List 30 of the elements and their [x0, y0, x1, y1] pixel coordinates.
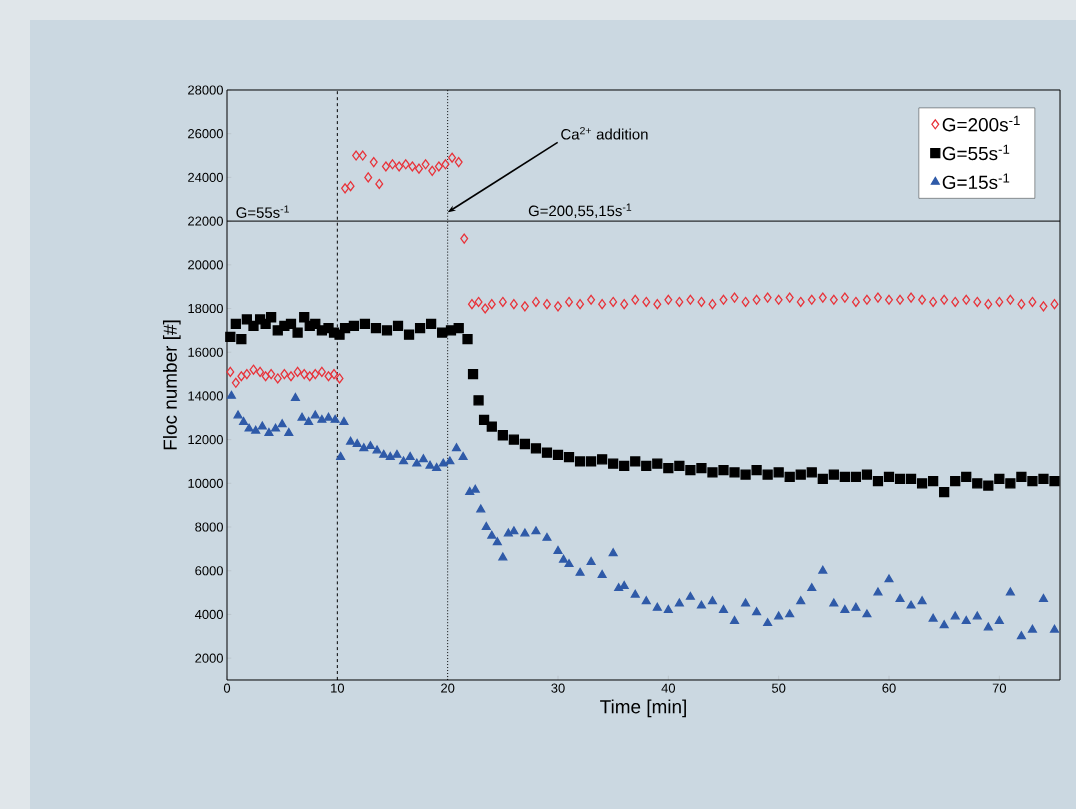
legend-label: G=55s$^{-1}$	[942, 144, 1010, 161]
y-axis-title: Floc number [#]	[162, 320, 181, 450]
x-tick-label: 30	[551, 683, 565, 693]
y-tick-label: 26000	[188, 129, 223, 139]
legend-label: G=200s$^{-1}$	[942, 115, 1020, 132]
x-tick-label: 10	[331, 683, 345, 693]
annotation: Ca$^{2+}$ addition	[561, 126, 648, 140]
legend-label: G=15s$^{-1}$	[942, 173, 1010, 190]
x-tick-label: 50	[771, 683, 786, 693]
x-tick-label: 60	[882, 683, 896, 693]
y-tick-label: 4000	[194, 609, 223, 620]
y-tick-label: 24000	[188, 172, 223, 182]
y-tick-label: 6000	[195, 566, 223, 576]
x-axis-title: Time [min]	[600, 699, 686, 718]
y-tick-label: 16000	[188, 347, 223, 357]
y-tick-label: 14000	[188, 391, 223, 401]
y-tick-label: 8000	[195, 522, 223, 532]
y-tick-label: 10000	[188, 478, 223, 488]
y-tick-label: 20000	[188, 260, 223, 270]
y-tick-label: 22000	[188, 216, 223, 226]
x-tick-label: 40	[661, 683, 676, 693]
y-tick-label: 2000	[195, 653, 223, 663]
y-tick-label: 28000	[188, 85, 223, 95]
annotation: G=200,55,15s$^{-1}$	[528, 203, 632, 218]
x-tick-label: 20	[441, 683, 455, 693]
annotation: G=55s$^{-1}$	[236, 205, 289, 218]
y-tick-label: 12000	[188, 435, 223, 445]
y-tick-label: 18000	[188, 303, 223, 314]
x-tick-label: 0	[223, 683, 231, 693]
x-tick-label: 70	[992, 683, 1007, 693]
